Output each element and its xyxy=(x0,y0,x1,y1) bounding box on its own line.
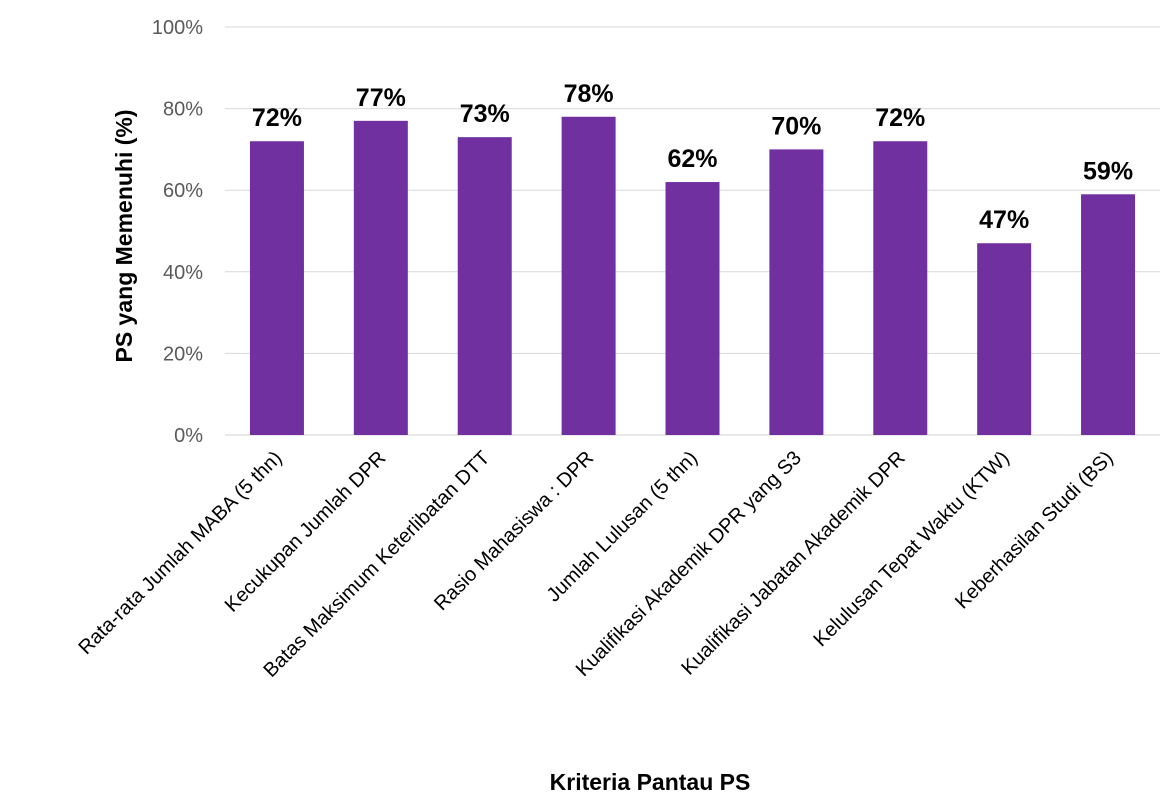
bar xyxy=(977,243,1032,435)
data-label: 72% xyxy=(875,104,925,132)
y-tick-label: 100% xyxy=(152,17,203,39)
x-axis-title: Kriteria Pantau PS xyxy=(550,769,751,795)
bar xyxy=(457,137,512,435)
data-label: 77% xyxy=(356,84,406,112)
bars xyxy=(249,116,1136,436)
data-label: 59% xyxy=(1083,157,1133,185)
bar xyxy=(353,120,408,435)
data-label: 62% xyxy=(667,145,717,173)
data-labels: 72% 77% 73% 78% 62% 70% 72% 47% 59% xyxy=(252,80,1133,234)
data-label: 70% xyxy=(771,112,821,140)
y-tick-label: 20% xyxy=(163,343,203,365)
y-tick-label: 80% xyxy=(163,99,203,121)
bar xyxy=(665,182,720,435)
bar xyxy=(561,116,616,435)
x-tick-label: Kelulusan Tepat Waktu (KTW) xyxy=(810,447,1014,651)
x-axis-labels: Rata-rata Jumlah MABA (5 thn)Kecukupan J… xyxy=(74,447,1117,682)
bar xyxy=(873,141,928,436)
x-tick-label: Kualifikasi Jabatan Akademik DPR xyxy=(677,447,910,680)
y-tick-label: 0% xyxy=(174,425,203,447)
bar xyxy=(1081,194,1136,435)
bar xyxy=(769,149,824,435)
data-label: 72% xyxy=(252,104,302,132)
data-label: 47% xyxy=(979,206,1029,234)
x-tick-label: Batas Maksimum Keterlibatan DTT xyxy=(259,447,494,682)
x-tick-label: Rata-rata Jumlah MABA (5 thn) xyxy=(74,447,286,659)
y-tick-label: 60% xyxy=(163,180,203,202)
y-tick-label: 40% xyxy=(163,262,203,284)
data-label: 78% xyxy=(564,80,614,108)
x-tick-label: Kualifikasi Akademik DPR yang S3 xyxy=(572,447,806,681)
data-label: 73% xyxy=(460,100,510,128)
bar xyxy=(249,141,304,436)
y-axis-ticks: 0% 20% 40% 60% 80% 100% xyxy=(152,17,203,447)
y-axis-title: PS yang Memenuhi (%) xyxy=(111,109,137,362)
